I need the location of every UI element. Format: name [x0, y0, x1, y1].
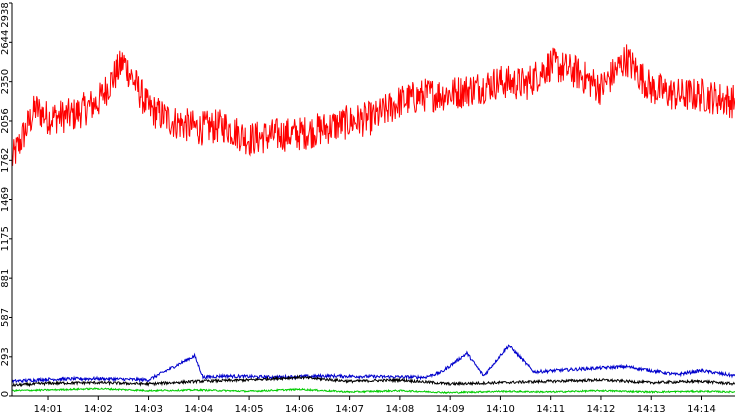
y-tick-label: 881 — [0, 269, 11, 288]
y-tick-label: 2644 — [0, 30, 11, 55]
x-tick-label: 14:04 — [184, 404, 213, 415]
x-tick-label: 14:12 — [587, 404, 616, 415]
x-tick-label: 14:10 — [486, 404, 515, 415]
y-tick-label: 2056 — [0, 108, 11, 133]
y-tick-label: 1175 — [0, 226, 11, 251]
x-tick-label: 14:08 — [385, 404, 414, 415]
x-tick-label: 14:07 — [335, 404, 364, 415]
x-tick-label: 14:13 — [637, 404, 666, 415]
y-tick-label: 2938 — [0, 2, 11, 27]
series-line-2 — [11, 344, 735, 384]
series-lines — [11, 44, 735, 394]
series-line-3 — [11, 374, 735, 388]
y-tick-label: 1469 — [0, 187, 11, 212]
x-tick-label: 14:03 — [134, 404, 163, 415]
y-tick-label: 293 — [0, 347, 11, 366]
x-tick-label: 14:02 — [84, 404, 113, 415]
x-axis-ticks: 14:01 14:02 14:03 14:04 14:05 14:06 14:07 14:08… — [34, 396, 716, 415]
x-tick-label: 14:14 — [687, 404, 716, 415]
x-tick-label: 14:05 — [235, 404, 264, 415]
series-line-4 — [11, 387, 735, 394]
x-tick-label: 14:01 — [34, 404, 63, 415]
y-tick-label: 2350 — [0, 69, 11, 94]
y-tick-label: 587 — [0, 308, 11, 327]
y-tick-label: 1762 — [0, 148, 11, 173]
y-axis-ticks: 0 293 587 881 1175 1469 1762 2056 2350 2644 2938 — [0, 2, 12, 397]
x-tick-label: 14:09 — [436, 404, 465, 415]
x-tick-label: 14:11 — [536, 404, 565, 415]
x-tick-label: 14:06 — [285, 404, 314, 415]
y-tick-label: 0 — [0, 391, 11, 397]
series-line-1 — [11, 44, 735, 166]
